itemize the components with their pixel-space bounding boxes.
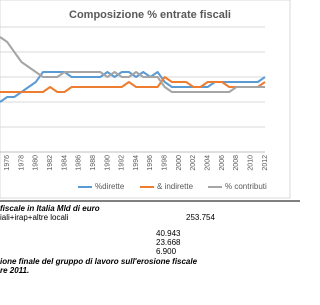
legend-label: % contributi [225,182,267,191]
chart-frame [0,0,291,199]
x-tick-label: 1988 [90,155,97,171]
doc-line: fiscale in Italia Mld di euro [0,204,100,213]
legend-label: %dirette [95,182,125,191]
doc-line: re 2011. [0,266,29,275]
x-tick-label: 1992 [119,155,126,171]
x-tick-label: 1996 [147,155,154,171]
legend-label: & indirette [157,182,194,191]
x-tick-label: 1984 [61,155,68,171]
x-tick-label: 1990 [104,155,111,171]
x-tick-label: 2012 [262,155,269,171]
x-tick-label: 2006 [219,155,226,171]
doc-amount: 23.668 [156,238,181,247]
doc-amount: 40.943 [156,229,181,238]
x-tick-label: 2002 [190,155,197,171]
doc-amount: 6.900 [156,247,177,256]
x-tick-label: 1976 [4,155,11,171]
x-tick-label: 2010 [248,155,255,171]
x-tick-label: 2008 [233,155,240,171]
x-tick-label: 1998 [162,155,169,171]
x-tick-label: 1982 [47,155,54,171]
x-tick-label: 2004 [205,155,212,171]
doc-amount: 253.754 [186,213,215,222]
x-tick-label: 1994 [133,155,140,171]
page: Composizione % entrate fiscali fiscale i… [0,0,300,276]
x-tick-label: 1978 [18,155,25,171]
series-line [0,36,265,93]
x-tick-label: 2000 [176,155,183,171]
chart-title: Composizione % entrate fiscali [69,9,231,21]
series-line [0,76,266,93]
doc-line: ione finale del gruppo di lavoro sull'er… [0,257,198,266]
x-tick-label: 1986 [76,155,83,171]
x-tick-label: 1980 [33,155,40,171]
screenshot: Composizione % entrate fiscali fiscale i… [0,0,300,275]
doc-line: iali+irap+altre locali [0,213,69,222]
